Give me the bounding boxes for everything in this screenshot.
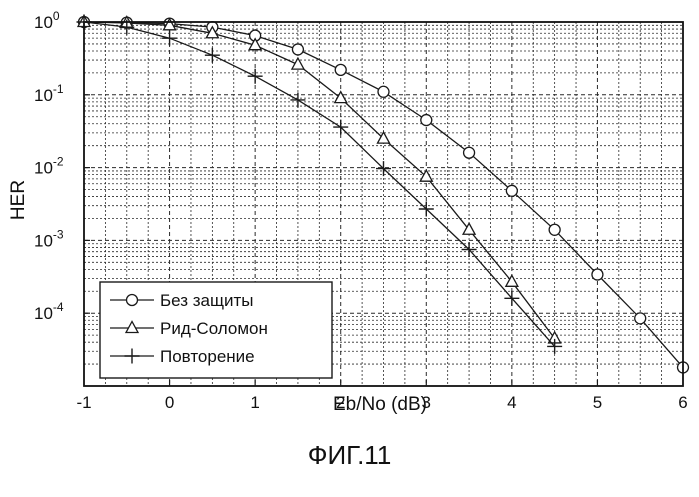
data-point <box>420 170 432 181</box>
y-tick-label: 100 <box>34 9 60 32</box>
x-axis-label: Eb/No (dB) <box>333 394 427 415</box>
data-point <box>248 69 263 84</box>
data-point <box>464 147 475 158</box>
data-point <box>549 224 560 235</box>
x-tick-label: -1 <box>76 393 91 412</box>
data-point <box>506 185 517 196</box>
x-tick-label: 5 <box>593 393 602 412</box>
legend: Без защиты Рид-Соломон Повторение <box>100 282 332 378</box>
legend-marker <box>127 295 138 306</box>
data-point <box>421 115 432 126</box>
y-axis-label: HER <box>8 180 29 220</box>
data-point <box>335 64 346 75</box>
data-point <box>378 86 389 97</box>
y-tick-label: 10-3 <box>34 227 64 250</box>
y-tick-label: 10-4 <box>34 300 64 323</box>
data-point <box>335 92 347 103</box>
x-tick-label: 1 <box>250 393 259 412</box>
data-point <box>592 269 603 280</box>
y-tick-label: 10-2 <box>34 155 64 178</box>
x-tick-label: 6 <box>678 393 687 412</box>
data-point <box>635 313 646 324</box>
y-tick-label: 10-1 <box>34 82 64 105</box>
y-axis-ticks: 100 10-1 10-2 10-3 10-4 <box>34 9 90 323</box>
legend-label: Рид-Соломон <box>160 319 268 338</box>
legend-label: Без защиты <box>160 291 254 310</box>
data-point <box>292 44 303 55</box>
legend-entry: Повторение <box>110 347 255 366</box>
figure-caption: ФИГ.11 <box>0 440 699 471</box>
x-tick-label: 4 <box>507 393 516 412</box>
x-tick-label: 0 <box>165 393 174 412</box>
chart: -10123456 10010-110-210-310-4 Eb/No (dB)… <box>0 0 699 440</box>
legend-label: Повторение <box>160 347 255 366</box>
